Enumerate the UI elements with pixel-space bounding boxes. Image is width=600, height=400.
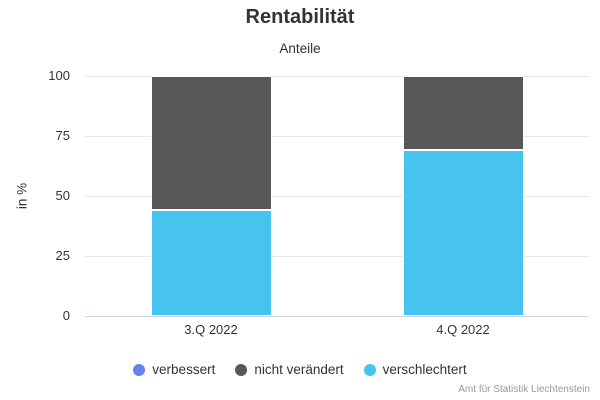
legend-label: verbessert [152, 362, 216, 377]
x-axis-label-3-q-2022: 3.Q 2022 [184, 322, 238, 337]
bar-segment-nicht-veraendert-3-q-2022[interactable] [150, 76, 272, 211]
legend-label: nicht verändert [254, 362, 344, 377]
gridline-100 [85, 76, 589, 77]
gridline-25 [85, 256, 589, 257]
gridline-50 [85, 196, 589, 197]
chart-subtitle: Anteile [279, 41, 321, 56]
legend-marker-verschlechtert [363, 363, 376, 376]
bar-segment-verschlechtert-4-q-2022[interactable] [402, 150, 524, 316]
gridline-75 [85, 136, 589, 137]
x-axis-line [85, 316, 589, 317]
legend-marker-nicht-veraendert [235, 363, 248, 376]
legend-item-verschlechtert[interactable]: verschlechtert [363, 362, 467, 377]
bar-segment-verschlechtert-3-q-2022[interactable] [150, 210, 272, 316]
bar-segment-nicht-veraendert-4-q-2022[interactable] [402, 76, 524, 151]
legend-label: verschlechtert [382, 362, 467, 377]
credits-link[interactable]: Amt für Statistik Liechtenstein [458, 384, 590, 395]
bar-4-q-2022 [402, 76, 524, 316]
legend-marker-verbessert [133, 363, 146, 376]
y-axis-tick-label: 25 [55, 248, 70, 263]
chart-title: Rentabilität [245, 6, 355, 28]
bar-3-q-2022 [150, 76, 272, 316]
legend-item-verbessert[interactable]: verbessert [133, 362, 215, 377]
x-axis-label-4-q-2022: 4.Q 2022 [436, 322, 490, 337]
y-axis-tick-label: 75 [55, 128, 70, 143]
y-axis-tick-label: 0 [62, 308, 70, 323]
plot-area [85, 76, 589, 317]
legend: verbessert nicht verändert verschlechtert [0, 362, 600, 377]
legend-item-nicht-veraendert[interactable]: nicht verändert [235, 362, 344, 377]
y-axis-tick-label: 100 [48, 68, 70, 83]
y-axis-tick-label: 50 [55, 188, 70, 203]
